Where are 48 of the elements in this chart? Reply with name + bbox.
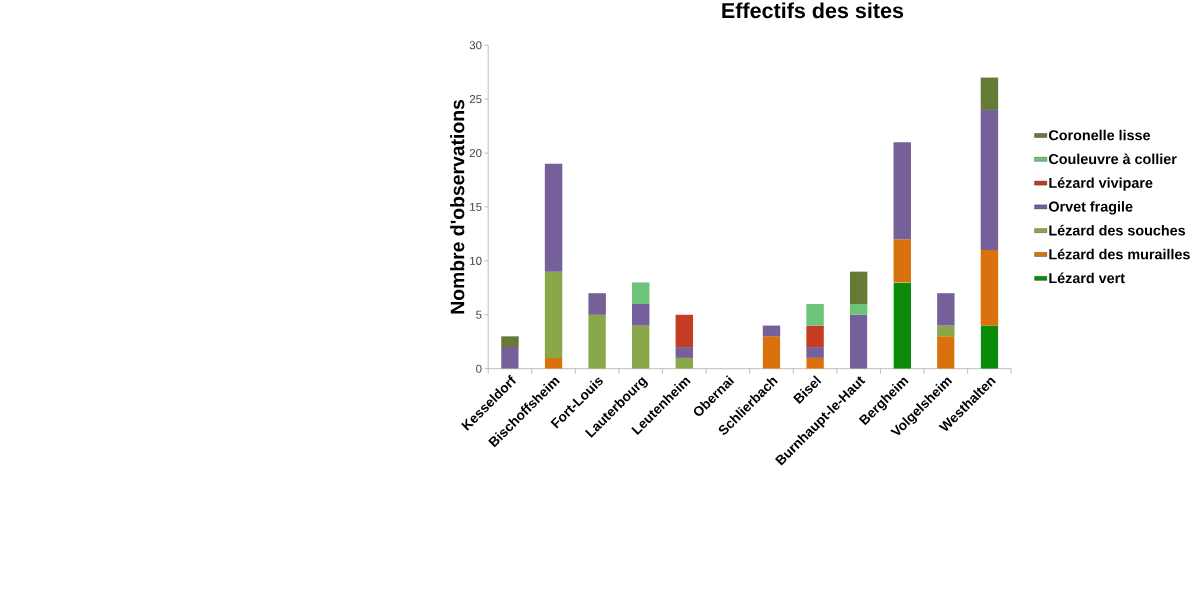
bar [762, 325, 781, 337]
bar [980, 250, 999, 326]
bar [675, 358, 694, 369]
legend-label: Lézard vert [1049, 272, 1125, 284]
bar [937, 336, 955, 369]
bar [980, 77, 999, 111]
bar [632, 282, 650, 305]
y-tick-label: 20 [469, 149, 482, 158]
y-tick-label: 25 [469, 95, 482, 104]
bar [544, 164, 563, 272]
legend-label: Coronelle lisse [1049, 129, 1151, 141]
y-tick-label: 5 [476, 310, 482, 319]
bar [544, 358, 563, 369]
bar [893, 239, 911, 283]
y-tick-label: 30 [469, 41, 482, 50]
bar [588, 314, 606, 369]
bar [806, 358, 824, 369]
chart-title: Effectifs des sites [722, 2, 904, 19]
bar [937, 293, 955, 326]
bar [675, 314, 694, 348]
bar [806, 347, 824, 359]
bar [893, 282, 911, 369]
bar [849, 314, 868, 369]
bar [762, 336, 781, 369]
bar [588, 293, 606, 315]
bar [849, 304, 868, 315]
legend-label: Lézard des murailles [1049, 248, 1190, 260]
bar [501, 347, 519, 369]
y-axis-title: Nombre d'observations [450, 100, 465, 314]
bar [893, 142, 911, 240]
y-tick-label: 15 [470, 203, 482, 212]
bar [806, 325, 824, 348]
legend-label: Lézard vivipare [1049, 177, 1153, 192]
bar [806, 304, 824, 326]
bar [980, 325, 999, 369]
y-tick-label: 10 [470, 257, 482, 266]
bar [937, 325, 955, 337]
legend-label: Couleuvre à collier [1049, 153, 1177, 165]
bar [980, 110, 999, 251]
legend-label: Lézard des souches [1049, 225, 1186, 236]
y-tick-label: 0 [476, 364, 482, 373]
bar [675, 347, 694, 359]
bar [632, 325, 650, 369]
bar [849, 271, 868, 305]
bar [632, 304, 650, 326]
bar [544, 271, 563, 359]
legend-label: Orvet fragile [1049, 201, 1133, 215]
bar [501, 336, 519, 348]
